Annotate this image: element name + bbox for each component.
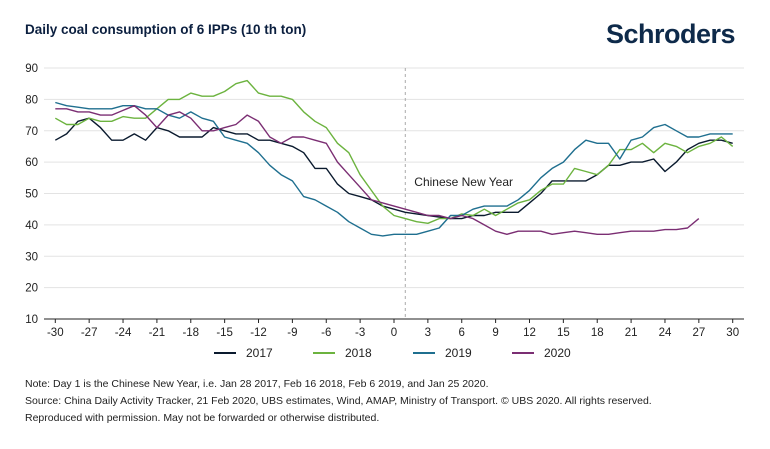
x-tick-label: 27 bbox=[692, 327, 705, 339]
y-tick-label: 40 bbox=[25, 220, 38, 232]
legend-label: 2017 bbox=[246, 346, 273, 360]
x-tick-label: 15 bbox=[557, 327, 570, 339]
x-tick-label: 0 bbox=[391, 327, 397, 339]
y-tick-label: 60 bbox=[25, 157, 38, 169]
legend-swatch bbox=[512, 352, 534, 354]
series-line-2018 bbox=[54, 79, 734, 225]
x-tick-label: 12 bbox=[523, 327, 536, 339]
x-tick-label: 21 bbox=[625, 327, 638, 339]
x-tick-label: -30 bbox=[47, 327, 64, 339]
x-tick-label: -15 bbox=[216, 327, 233, 339]
x-tick-label: -6 bbox=[321, 327, 331, 339]
series-line-2020 bbox=[55, 104, 700, 236]
legend-swatch bbox=[413, 352, 435, 354]
x-tick-label: -27 bbox=[81, 327, 98, 339]
legend-swatch bbox=[214, 352, 236, 354]
x-tick-label: -12 bbox=[250, 327, 267, 339]
x-tick-label: 6 bbox=[459, 327, 465, 339]
x-tick-label: -9 bbox=[287, 327, 297, 339]
x-tick-label: -24 bbox=[115, 327, 132, 339]
y-tick-label: 30 bbox=[25, 251, 38, 263]
chart-notes: Note: Day 1 is the Chinese New Year, i.e… bbox=[25, 376, 652, 427]
y-tick-label: 90 bbox=[25, 63, 38, 75]
x-tick-label: 30 bbox=[726, 327, 739, 339]
disclaimer-line: Reproduced with permission. May not be f… bbox=[25, 412, 380, 424]
x-tick-label: 18 bbox=[591, 327, 604, 339]
x-tick-label: 3 bbox=[425, 327, 431, 339]
chinese-new-year-label: Chinese New Year bbox=[414, 175, 513, 189]
note-line: Note: Day 1 is the Chinese New Year, i.e… bbox=[25, 378, 489, 390]
x-tick-label: -3 bbox=[355, 327, 365, 339]
legend-label: 2019 bbox=[445, 346, 472, 360]
legend-item-2019: 2019 bbox=[413, 346, 472, 360]
y-tick-label: 50 bbox=[25, 189, 38, 201]
x-tick-label: -18 bbox=[182, 327, 199, 339]
x-tick-label: 9 bbox=[492, 327, 498, 339]
series-line-2017 bbox=[54, 117, 733, 220]
legend-label: 2018 bbox=[345, 346, 372, 360]
chart-legend: 2017 2018 2019 2020 bbox=[0, 346, 770, 362]
legend-item-2017: 2017 bbox=[214, 346, 273, 360]
legend-item-2018: 2018 bbox=[313, 346, 372, 360]
x-tick-label: 24 bbox=[659, 327, 672, 339]
y-tick-label: 10 bbox=[25, 314, 38, 326]
legend-item-2020: 2020 bbox=[512, 346, 571, 360]
y-tick-label: 80 bbox=[25, 94, 38, 106]
legend-swatch bbox=[313, 352, 335, 354]
y-tick-label: 70 bbox=[25, 126, 38, 138]
x-tick-label: -21 bbox=[149, 327, 166, 339]
brand-logo: Schroders bbox=[606, 19, 736, 49]
legend-label: 2020 bbox=[544, 346, 571, 360]
source-line: Source: China Daily Activity Tracker, 21… bbox=[25, 395, 652, 407]
y-tick-label: 20 bbox=[25, 283, 38, 295]
chart-title: Daily coal consumption of 6 IPPs (10 th … bbox=[25, 22, 307, 37]
